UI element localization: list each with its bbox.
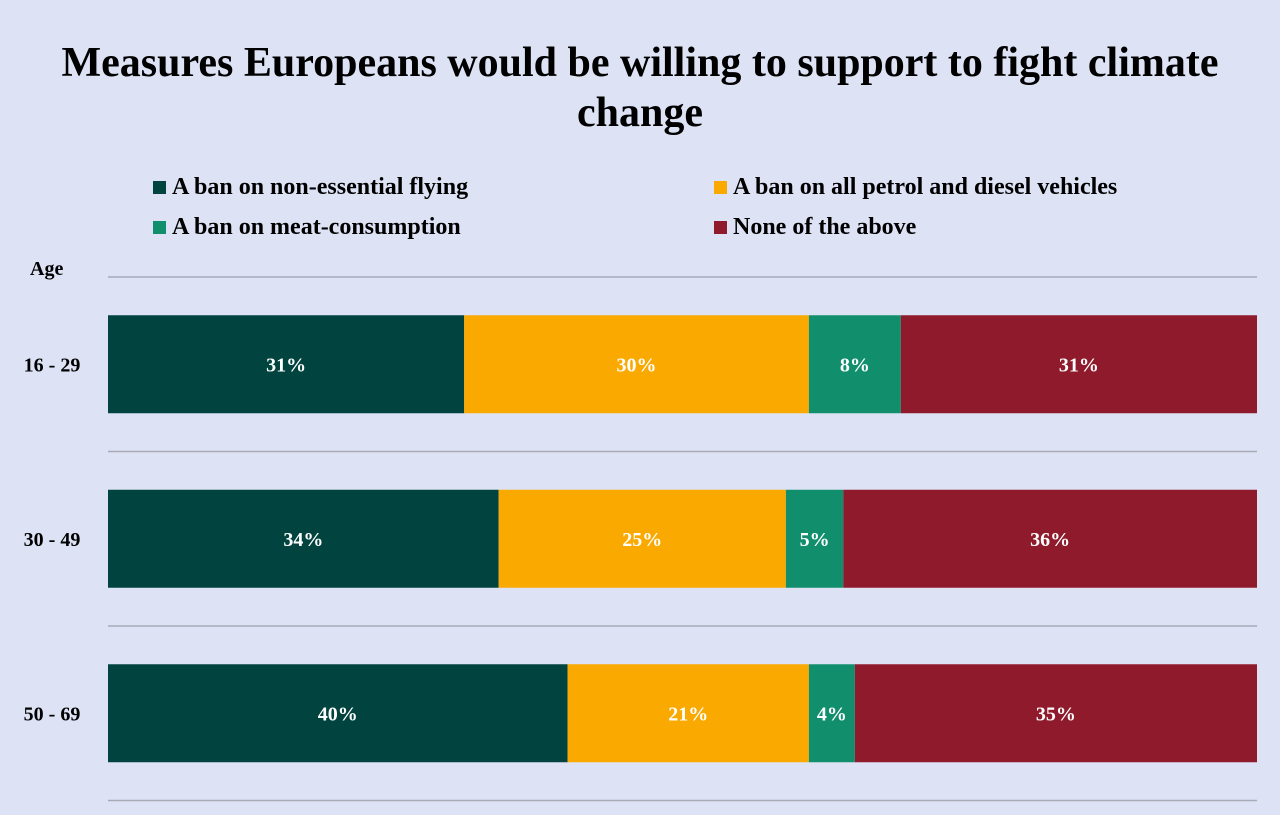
legend-item-meat: A ban on meat-consumption bbox=[153, 214, 461, 241]
data-label: 34% bbox=[283, 529, 323, 551]
legend-item-flying: A ban on non-essential flying bbox=[153, 174, 468, 201]
legend-swatch-meat bbox=[153, 221, 166, 234]
bar-segment bbox=[785, 489, 844, 588]
category-label: 30 - 49 bbox=[24, 529, 81, 551]
bar-segment bbox=[108, 315, 465, 414]
data-label: 4% bbox=[817, 703, 847, 725]
category-label: 50 - 69 bbox=[24, 703, 81, 725]
legend-swatch-vehicles bbox=[714, 181, 727, 194]
data-label: 31% bbox=[1059, 354, 1099, 376]
legend-label-vehicles: A ban on all petrol and diesel vehicles bbox=[733, 174, 1118, 200]
bar-segment bbox=[498, 489, 786, 588]
data-label: 5% bbox=[800, 529, 830, 551]
data-label: 25% bbox=[622, 529, 662, 551]
bar-segment bbox=[843, 489, 1257, 588]
legend-item-vehicles: A ban on all petrol and diesel vehicles bbox=[714, 174, 1117, 201]
legend-item-none: None of the above bbox=[714, 214, 916, 241]
bar-segment bbox=[900, 315, 1257, 414]
bar-segment bbox=[108, 489, 499, 588]
legend-label-flying: A ban on non-essential flying bbox=[172, 174, 469, 200]
y-axis-title: Age bbox=[30, 258, 64, 280]
data-label: 36% bbox=[1030, 529, 1070, 551]
data-label: 31% bbox=[266, 354, 306, 376]
data-label: 40% bbox=[318, 703, 358, 725]
bar-segment bbox=[808, 315, 901, 414]
bar-segment bbox=[854, 664, 1257, 763]
legend-swatch-none bbox=[714, 221, 727, 234]
legend-label-none: None of the above bbox=[733, 214, 917, 240]
data-label: 30% bbox=[617, 354, 657, 376]
bar-segment bbox=[108, 664, 568, 763]
chart-title: Measures Europeans would be willing to s… bbox=[61, 40, 1219, 136]
data-label: 8% bbox=[840, 354, 870, 376]
bar-segment bbox=[567, 664, 809, 763]
legend-swatch-flying bbox=[153, 181, 166, 194]
bar-segment bbox=[464, 315, 809, 414]
bar-segment bbox=[808, 664, 855, 763]
category-label: 16 - 29 bbox=[24, 354, 81, 376]
data-label: 21% bbox=[668, 703, 708, 725]
data-label: 35% bbox=[1036, 703, 1076, 725]
legend-label-meat: A ban on meat-consumption bbox=[172, 214, 461, 240]
